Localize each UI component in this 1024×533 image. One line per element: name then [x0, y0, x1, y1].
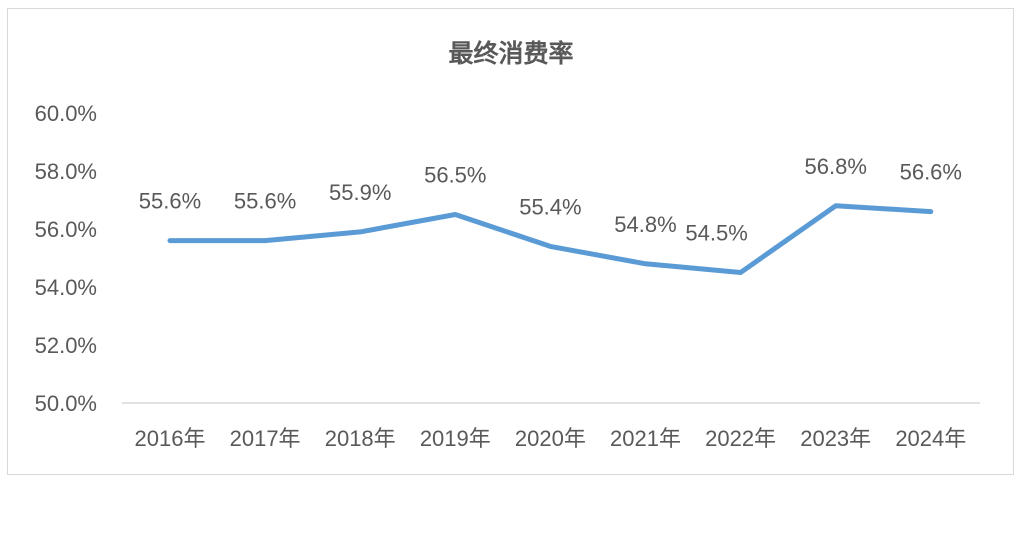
data-label: 55.6%: [139, 189, 201, 214]
y-tick-label: 52.0%: [35, 333, 97, 358]
x-tick-label: 2016年: [135, 426, 206, 451]
chart-frame: [7, 8, 1014, 475]
x-tick-label: 2019年: [420, 426, 491, 451]
data-label: 55.4%: [519, 194, 581, 219]
x-tick-label: 2017年: [230, 426, 301, 451]
y-tick-label: 50.0%: [35, 391, 97, 416]
x-tick-label: 2021年: [610, 426, 681, 451]
x-tick-label: 2020年: [515, 426, 586, 451]
x-tick-label: 2022年: [705, 426, 776, 451]
data-label: 54.8%: [614, 212, 676, 237]
y-tick-label: 60.0%: [35, 101, 97, 126]
x-tick-label: 2018年: [325, 426, 396, 451]
data-label: 55.6%: [234, 189, 296, 214]
y-tick-label: 54.0%: [35, 275, 97, 300]
y-tick-label: 56.0%: [35, 217, 97, 242]
y-tick-label: 58.0%: [35, 159, 97, 184]
data-label: 56.8%: [805, 154, 867, 179]
x-tick-label: 2023年: [800, 426, 871, 451]
chart-title: 最终消费率: [448, 39, 573, 68]
data-label: 56.6%: [900, 160, 962, 185]
x-tick-label: 2024年: [895, 426, 966, 451]
data-label: 54.5%: [685, 221, 747, 246]
data-label: 56.5%: [424, 163, 486, 188]
series-line: [167, 203, 934, 275]
data-label: 55.9%: [329, 180, 391, 205]
